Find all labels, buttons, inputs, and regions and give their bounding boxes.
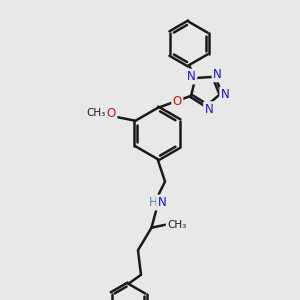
Text: O: O — [107, 107, 116, 120]
Text: N: N — [187, 70, 196, 83]
Text: CH₃: CH₃ — [167, 220, 186, 230]
Text: O: O — [172, 95, 182, 108]
Text: N: N — [213, 68, 222, 81]
Text: N: N — [158, 196, 166, 209]
Text: N: N — [221, 88, 230, 101]
Text: CH₃: CH₃ — [86, 108, 105, 118]
Text: H: H — [148, 196, 158, 209]
Text: N: N — [205, 103, 213, 116]
